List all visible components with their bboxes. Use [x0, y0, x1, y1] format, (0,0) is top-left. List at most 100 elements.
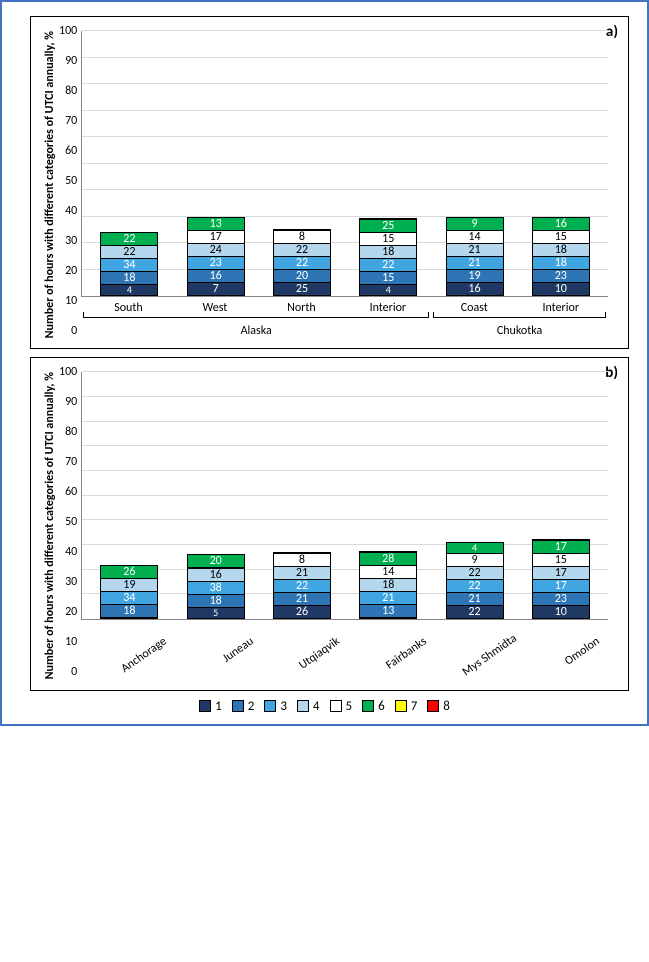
x-label: South [99, 301, 157, 315]
segment-value: 19 [468, 270, 480, 282]
x-label: Omolon [541, 624, 617, 696]
bar-segment: 24 [188, 243, 244, 256]
legend-label: 1 [215, 699, 222, 714]
bar-segment: 34 [101, 258, 157, 271]
bar-segment: 21 [447, 243, 503, 256]
segment-value: 15 [555, 231, 567, 243]
bar-segment: 10 [533, 605, 589, 618]
bar-segment: 17 [533, 540, 589, 553]
bar-segment: 28 [360, 552, 416, 565]
segment-value: 16 [468, 283, 480, 295]
segment-value: 16 [555, 218, 567, 230]
segment-value: 18 [382, 246, 394, 258]
segment-value: 22 [123, 233, 135, 245]
segment-value: 25 [296, 283, 308, 295]
segment-value: 24 [210, 244, 222, 256]
legend-label: 6 [378, 699, 385, 714]
segment-value: 22 [468, 567, 480, 579]
bar-segment: 18 [533, 243, 589, 256]
bar-segment [360, 617, 416, 618]
legend-item: 1 [199, 699, 222, 714]
y-axis-title: Number of hours with different categorie… [41, 31, 59, 338]
segment-value: 21 [468, 257, 480, 269]
bar-segment: 25 [360, 219, 416, 232]
bar-segment: 16 [447, 282, 503, 295]
bar-segment: 22 [274, 243, 330, 256]
segment-value: 4 [127, 285, 132, 295]
legend-swatch [427, 700, 439, 712]
segment-value: 25 [382, 220, 394, 232]
segment-value: 16 [210, 270, 222, 282]
bar-segment: 20 [274, 269, 330, 282]
segment-value: 17 [555, 567, 567, 579]
bar-segment: 23 [533, 592, 589, 605]
bar-segment: 38 [188, 581, 244, 594]
legend-label: 4 [313, 699, 320, 714]
bar: 418342222 [100, 232, 158, 296]
bar-segment: 22 [101, 245, 157, 258]
bar-segment: 18 [101, 604, 157, 617]
segment-value: 4 [386, 285, 391, 295]
segment-value: 22 [296, 580, 308, 592]
segment-value: 22 [296, 257, 308, 269]
group-axis-a: AlaskaChukotka [81, 317, 608, 338]
legend: 1 2 3 4 5 6 7 8 [2, 699, 647, 714]
segment-value: 23 [555, 270, 567, 282]
y-axis: 1009080706050403020100 [59, 372, 81, 672]
bar-segment: 15 [533, 553, 589, 566]
bar-segment [101, 617, 157, 618]
segment-value: 4 [472, 543, 477, 553]
segment-value: 20 [296, 270, 308, 282]
bar-segment: 18 [533, 256, 589, 269]
bar-segment: 15 [360, 232, 416, 245]
segment-value: 14 [382, 566, 394, 578]
bar: 102317171517 [532, 539, 590, 619]
bar-segment: 18 [188, 594, 244, 607]
bar-segment: 17 [533, 579, 589, 592]
segment-value: 18 [210, 595, 222, 607]
legend-label: 2 [248, 699, 255, 714]
segment-value: 28 [382, 553, 394, 565]
bars-row: 4183422227162324171325202222841522181525… [82, 31, 608, 296]
legend-label: 7 [411, 699, 418, 714]
bar-segment: 34 [101, 591, 157, 604]
bar-segment: 26 [274, 605, 330, 618]
segment-value: 10 [555, 606, 567, 618]
bar-segment: 13 [360, 604, 416, 617]
segment-value: 16 [210, 569, 222, 581]
bar-segment: 22 [447, 579, 503, 592]
bar-segment: 16 [188, 568, 244, 581]
legend-label: 5 [346, 699, 353, 714]
legend-item: 2 [232, 699, 255, 714]
bar-segment: 21 [274, 592, 330, 605]
bar: 18341926 [100, 565, 158, 619]
bar-segment: 8 [274, 230, 330, 243]
segment-value: 34 [123, 259, 135, 271]
bar-segment: 21 [447, 256, 503, 269]
bar: 252022228 [273, 229, 331, 296]
bar-segment: 20 [188, 555, 244, 567]
segment-value: 8 [299, 554, 305, 566]
bar: 41522181525 [359, 218, 417, 296]
panel-b-chart: Number of hours with different categorie… [41, 372, 608, 679]
plot-area-a: 4183422227162324171325202222841522181525… [81, 31, 608, 297]
segment-value: 21 [468, 593, 480, 605]
segment-value: 8 [299, 231, 305, 243]
legend-item: 8 [427, 699, 450, 714]
bar-segment: 4 [101, 284, 157, 295]
bar: 71623241713 [187, 217, 245, 296]
group-label: Alaska [83, 317, 429, 338]
legend-label: 8 [443, 699, 450, 714]
segment-value: 18 [555, 257, 567, 269]
x-label: West [186, 301, 244, 315]
legend-item: 4 [297, 699, 320, 714]
panel-a: a) Number of hours with different catego… [30, 16, 629, 349]
legend-swatch [232, 700, 244, 712]
legend-label: 3 [280, 699, 287, 714]
segment-value: 22 [468, 580, 480, 592]
segment-value: 21 [296, 567, 308, 579]
bar: 102318181516 [532, 217, 590, 296]
segment-value: 26 [296, 606, 308, 618]
segment-value: 17 [555, 580, 567, 592]
x-axis-labels-a: SouthWestNorthInteriorCoastInterior [81, 297, 608, 315]
